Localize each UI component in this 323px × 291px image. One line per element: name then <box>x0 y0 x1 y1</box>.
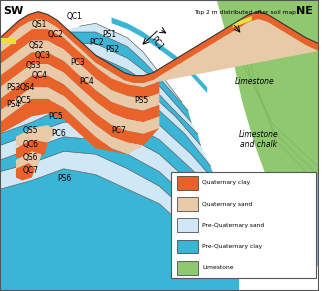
Polygon shape <box>0 12 319 83</box>
Text: PC1: PC1 <box>148 35 164 52</box>
Text: QC7: QC7 <box>22 166 38 175</box>
Polygon shape <box>0 79 217 183</box>
Polygon shape <box>16 140 48 160</box>
Polygon shape <box>0 29 159 99</box>
Polygon shape <box>217 0 319 291</box>
Bar <box>177 219 198 232</box>
Polygon shape <box>0 32 191 122</box>
Text: QC4: QC4 <box>32 71 48 79</box>
Text: PC3: PC3 <box>70 58 85 67</box>
Bar <box>177 261 198 275</box>
Bar <box>177 240 198 253</box>
Polygon shape <box>0 87 143 154</box>
Text: QS5: QS5 <box>22 127 38 135</box>
Text: Limestone: Limestone <box>203 265 234 270</box>
Text: QC1: QC1 <box>67 12 83 20</box>
Text: Limestone
and chalk: Limestone and chalk <box>238 130 278 149</box>
Text: PC4: PC4 <box>80 77 94 86</box>
Text: QS2: QS2 <box>29 41 44 49</box>
Bar <box>177 176 198 190</box>
Text: PC7: PC7 <box>111 127 126 135</box>
Bar <box>177 197 198 211</box>
Text: Pre-Quaternary clay: Pre-Quaternary clay <box>203 244 263 249</box>
Polygon shape <box>16 163 35 180</box>
Text: PS2: PS2 <box>105 45 119 54</box>
Polygon shape <box>0 99 128 154</box>
Text: PC6: PC6 <box>51 129 66 138</box>
Text: QC5: QC5 <box>16 96 32 105</box>
Text: QC2: QC2 <box>48 30 64 39</box>
Polygon shape <box>0 108 226 227</box>
Text: Top 2 m distributed after soil map: Top 2 m distributed after soil map <box>194 10 296 15</box>
Text: Quaternary clay: Quaternary clay <box>203 180 251 185</box>
Text: SW: SW <box>3 6 24 16</box>
Text: Quaternary sand: Quaternary sand <box>203 202 253 207</box>
Text: PS4: PS4 <box>6 100 21 109</box>
Text: QS6: QS6 <box>22 153 38 162</box>
Text: PS6: PS6 <box>57 175 72 183</box>
Text: QS3: QS3 <box>26 61 41 70</box>
Text: PS5: PS5 <box>134 96 148 105</box>
Polygon shape <box>0 137 233 259</box>
Polygon shape <box>0 55 201 146</box>
Text: QS1: QS1 <box>32 20 47 29</box>
Text: PC5: PC5 <box>48 112 63 121</box>
Polygon shape <box>0 19 319 87</box>
Polygon shape <box>0 169 239 291</box>
Text: PS3: PS3 <box>6 83 21 92</box>
Polygon shape <box>0 41 159 111</box>
Polygon shape <box>0 93 220 198</box>
Text: QC6: QC6 <box>22 140 38 148</box>
Polygon shape <box>0 67 210 166</box>
Polygon shape <box>0 122 230 244</box>
Polygon shape <box>0 52 159 122</box>
Polygon shape <box>16 151 41 172</box>
Polygon shape <box>0 23 188 111</box>
Polygon shape <box>0 76 159 146</box>
Polygon shape <box>0 44 198 134</box>
Bar <box>171 172 316 278</box>
Polygon shape <box>0 38 16 44</box>
Text: Limestone: Limestone <box>235 77 275 86</box>
Text: Pre-Quaternary sand: Pre-Quaternary sand <box>203 223 265 228</box>
Text: NE: NE <box>296 6 312 16</box>
Polygon shape <box>233 16 252 28</box>
Polygon shape <box>0 151 239 276</box>
Text: PS1: PS1 <box>102 31 116 39</box>
Text: QC3: QC3 <box>35 51 51 60</box>
Polygon shape <box>16 125 57 148</box>
Text: QS4: QS4 <box>19 83 35 92</box>
Text: PC2: PC2 <box>89 38 104 47</box>
Polygon shape <box>0 64 159 134</box>
Polygon shape <box>111 17 207 93</box>
